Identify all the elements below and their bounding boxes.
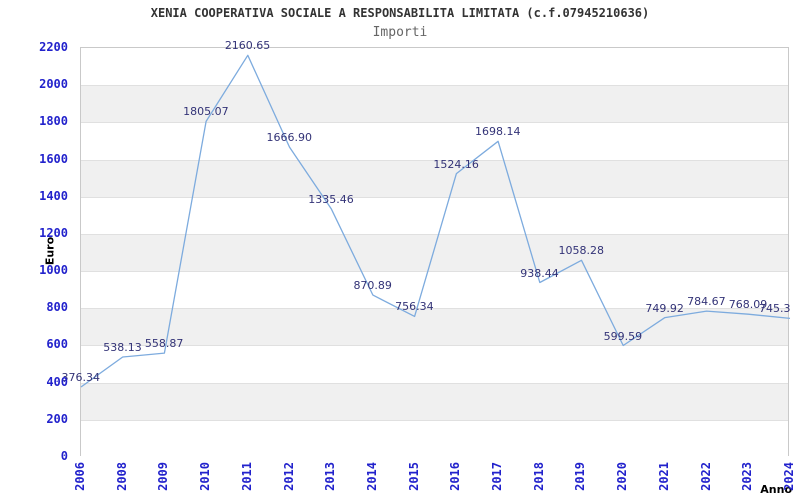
data-point-label: 2160.65: [224, 39, 271, 53]
grid-band: [81, 382, 788, 420]
grid-band: [81, 308, 788, 346]
grid-band: [81, 48, 788, 86]
grid-line: [81, 382, 788, 384]
x-tick-label: 2020: [615, 462, 630, 491]
y-tick-label: 1800: [39, 114, 68, 129]
data-point-label: 1335.46: [308, 192, 354, 206]
data-point-label: 745.3: [759, 302, 791, 316]
y-tick-label: 1400: [39, 188, 68, 203]
grid-line: [81, 159, 788, 161]
data-point-label: 538.13: [103, 340, 142, 354]
y-tick-label: 0: [60, 449, 68, 463]
grid-band: [81, 271, 788, 309]
x-tick-label: 2010: [198, 462, 213, 491]
data-point-label: 376.34: [61, 371, 101, 385]
grid-line: [81, 233, 788, 235]
chart-subtitle: Importi: [372, 25, 428, 40]
grid-band: [81, 122, 788, 160]
x-tick-label: 2023: [740, 462, 755, 491]
data-point-label: 1805.07: [183, 105, 229, 119]
grid-line: [81, 196, 788, 198]
data-point-label: 558.87: [144, 337, 184, 351]
x-tick-label: 2009: [156, 462, 171, 491]
x-tick-label: 2024: [782, 462, 796, 491]
x-tick-label: 2022: [698, 462, 713, 491]
y-tick-label: 600: [46, 337, 68, 352]
x-tick-label: 2019: [573, 462, 588, 491]
grid-line: [81, 308, 788, 310]
x-tick-label: 2008: [114, 462, 129, 491]
y-tick-label: 400: [46, 374, 68, 389]
y-tick-label: 2000: [39, 77, 68, 92]
grid-line: [81, 345, 788, 347]
data-point-label: 1698.14: [475, 125, 521, 139]
x-tick-label: 2011: [239, 462, 254, 491]
x-tick-label: 2017: [490, 462, 505, 491]
x-tick-label: 2012: [281, 462, 296, 491]
plot-area: 376.34 538.13 558.87 1805.07 2160.65 1666.90 1…: [62, 39, 791, 457]
grid-band: [81, 85, 788, 123]
x-tick-label: 2015: [406, 462, 421, 491]
grid-line: [81, 419, 788, 421]
grid-band: [81, 345, 788, 383]
x-tick-label: 2013: [323, 462, 338, 491]
x-tick-label: 2018: [531, 462, 546, 491]
chart-title: XENIA COOPERATIVA SOCIALE A RESPONSABILI…: [150, 6, 650, 20]
data-point-label: 1666.90: [266, 131, 313, 145]
y-tick-label: 1600: [39, 151, 68, 166]
x-tick-label: 2006: [73, 462, 87, 491]
x-tick-label: 2021: [656, 462, 671, 491]
grid-band: [81, 419, 788, 457]
data-point-label: 784.67: [687, 295, 726, 309]
y-axis-title: Euro: [43, 236, 57, 266]
grid-band: [81, 159, 788, 197]
data-point-label: 756.34: [395, 300, 434, 314]
grid-line: [81, 271, 788, 273]
y-tick-label: 800: [46, 300, 68, 315]
grid-band: [81, 196, 788, 234]
data-point-label: 870.89: [353, 279, 392, 293]
data-line: [80, 54, 791, 388]
y-tick-label: 1000: [39, 263, 68, 278]
x-tick-label: 2016: [448, 462, 463, 491]
y-tick-label: 200: [46, 411, 68, 426]
data-point-label: 1058.28: [558, 244, 604, 258]
data-point-label: 599.59: [603, 329, 643, 343]
grid-line: [81, 122, 788, 124]
data-point-label: 749.92: [645, 301, 684, 315]
x-axis-title: Anno: [760, 483, 792, 496]
data-point-label: 768.09: [728, 298, 768, 312]
y-tick-label: 2200: [39, 40, 68, 54]
grid-band: [81, 233, 788, 272]
data-point-label: 938.44: [520, 266, 559, 280]
grid-line: [81, 85, 788, 87]
y-tick-label: 1200: [39, 225, 68, 240]
data-point-label: 1524.16: [433, 157, 479, 171]
x-tick-label: 2014: [364, 462, 379, 491]
